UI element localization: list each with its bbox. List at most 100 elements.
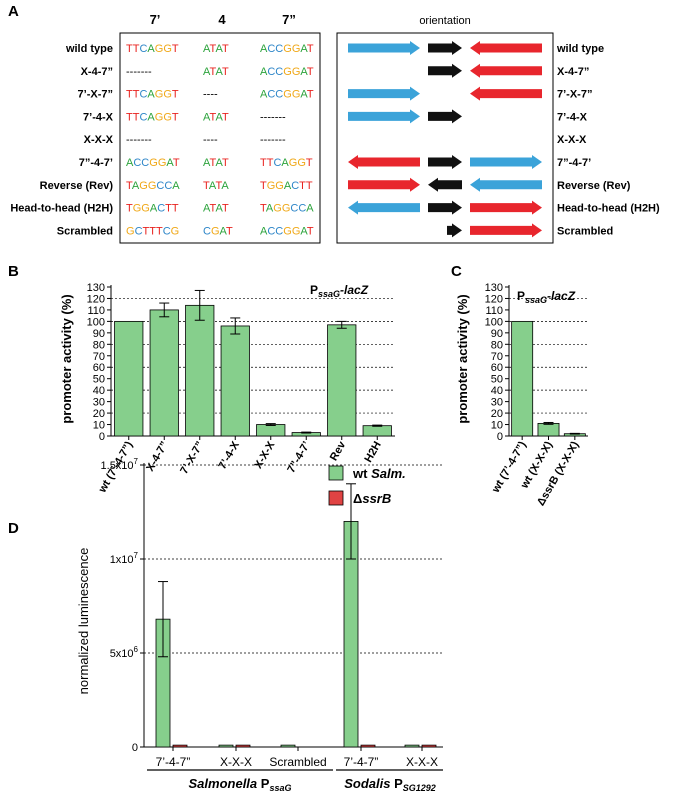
y-tick-label: 0	[99, 431, 105, 443]
row-label-right: Scrambled	[557, 225, 613, 237]
panel-a: A 7’ 4 7” orientation wild type wild type TTCAG…	[8, 3, 660, 244]
y-tick-label: 80	[93, 339, 105, 351]
bar	[114, 320, 144, 437]
row-label-right: X-X-X	[557, 134, 587, 146]
sequence-s1: -------	[126, 134, 152, 146]
blue-left-arrow-icon	[348, 200, 420, 215]
title-rest: -lacZ	[547, 289, 576, 303]
chart-title: PssaG-lacZ	[310, 283, 369, 299]
blue-right-arrow-icon	[348, 86, 420, 101]
y-axis-label: normalized luminescence	[76, 548, 91, 695]
legend-swatch	[328, 490, 344, 506]
column-header: 7’	[150, 12, 161, 27]
row-label: wild type	[65, 43, 113, 55]
y-tick-label: 120	[87, 293, 105, 305]
sequence-s3: TAGGCCA	[260, 203, 314, 215]
row-label: 7’-X-7”	[78, 89, 113, 101]
legend-label: wt Salm.	[352, 466, 406, 481]
sequence-s1: TTCAGGT	[126, 111, 179, 123]
sequence-s2: CGAT	[203, 225, 233, 237]
blue-right-arrow-icon	[348, 41, 420, 55]
y-tick-label: 100	[87, 316, 105, 328]
sequence-s1: TAGGCCA	[126, 180, 180, 192]
sequence-s2: ----	[203, 134, 218, 146]
orientation-label: orientation	[419, 15, 470, 27]
legend-italic: Salm.	[371, 466, 406, 481]
bar-ssrb	[421, 744, 437, 748]
panel-label: C	[451, 263, 462, 280]
sequence-s3: -------	[260, 111, 286, 123]
row-label: 7’-4-X	[83, 111, 114, 123]
sequence-s2: TATA	[203, 180, 229, 192]
y-tick-label: 110	[485, 305, 503, 317]
y-tick-label: 0	[132, 742, 138, 754]
sequence-s2: ATAT	[203, 203, 229, 215]
y-tick-label: 10	[491, 420, 503, 432]
x-tick-label: 7”-4-7’	[285, 440, 313, 476]
y-tick-label: 40	[491, 385, 503, 397]
row-label-right: 7’-X-7”	[557, 89, 592, 101]
red-right-arrow-icon	[470, 223, 542, 238]
sequence-s3: ACCGGAT	[260, 225, 314, 237]
y-tick-label: 30	[491, 397, 503, 409]
y-tick-label: 110	[87, 305, 105, 317]
x-tick-label: X-X-X	[252, 439, 277, 471]
y-tick-label: 80	[491, 339, 503, 351]
column-header: 7”	[282, 12, 296, 27]
bar-wt	[404, 744, 420, 748]
group-label-italic: Sodalis	[344, 776, 390, 791]
sequence-s3: TTCAGGT	[260, 157, 313, 169]
black-left-arrow-icon	[428, 177, 462, 192]
row-label: X-X-X	[84, 134, 114, 146]
black-right-arrow-icon	[447, 223, 462, 238]
y-tick-label: 50	[93, 374, 105, 386]
bar	[511, 320, 534, 437]
row-label: 7”-4-7’	[79, 157, 113, 169]
bar-ssrb	[235, 744, 251, 748]
row-label-right: Reverse (Rev)	[557, 180, 631, 192]
red-right-arrow-icon	[348, 177, 420, 192]
y-tick-label: 1x107	[110, 551, 139, 566]
row-label: Reverse (Rev)	[40, 180, 114, 192]
group-label-plain: P	[257, 776, 270, 791]
legend-prefix: Δ	[353, 491, 362, 506]
x-tick-label: X-X-X	[220, 755, 252, 769]
y-tick-label: 90	[93, 328, 105, 340]
legend-prefix: wt	[352, 466, 371, 481]
y-tick-label: 20	[491, 408, 503, 420]
group-label: Salmonella PssaG	[189, 776, 292, 793]
group-label-sub: SG1292	[403, 783, 436, 793]
x-tick-label: X-4-7”	[144, 440, 171, 474]
y-axis-label: promoter activity (%)	[59, 294, 74, 423]
black-right-arrow-icon	[428, 109, 462, 124]
black-right-arrow-icon	[428, 200, 462, 215]
sequence-s2: ----	[203, 89, 218, 101]
red-left-arrow-icon	[470, 86, 542, 101]
y-tick-label: 20	[93, 408, 105, 420]
blue-right-arrow-icon	[348, 109, 420, 124]
x-tick-label: H2H	[362, 439, 383, 464]
chart-title: PssaG-lacZ	[517, 289, 576, 305]
panel-a-label: A	[8, 3, 19, 20]
sequence-s3: -------	[260, 134, 286, 146]
x-tick-label: 7’-4-7”	[344, 755, 379, 769]
sequence-s3: TGGACTT	[260, 180, 313, 192]
panel-label: B	[8, 263, 19, 280]
bar-wt	[218, 744, 234, 748]
title-sub: ssaG	[525, 295, 547, 305]
y-tick-label: 90	[491, 328, 503, 340]
y-tick-label: 60	[491, 362, 503, 374]
panel-d-chart: D 0 5x106 1x107 1.5x107 normalized luminescen…	[8, 457, 443, 793]
bar	[256, 424, 286, 437]
black-right-arrow-icon	[428, 63, 462, 78]
y-tick-label: 120	[485, 293, 503, 305]
bar	[327, 324, 357, 437]
sequence-s1: TTCAGGT	[126, 89, 179, 101]
sequence-s2: ATAT	[203, 111, 229, 123]
y-tick-label: 130	[87, 282, 105, 294]
sequence-box	[119, 32, 321, 244]
legend-italic: ssrB	[362, 491, 391, 506]
